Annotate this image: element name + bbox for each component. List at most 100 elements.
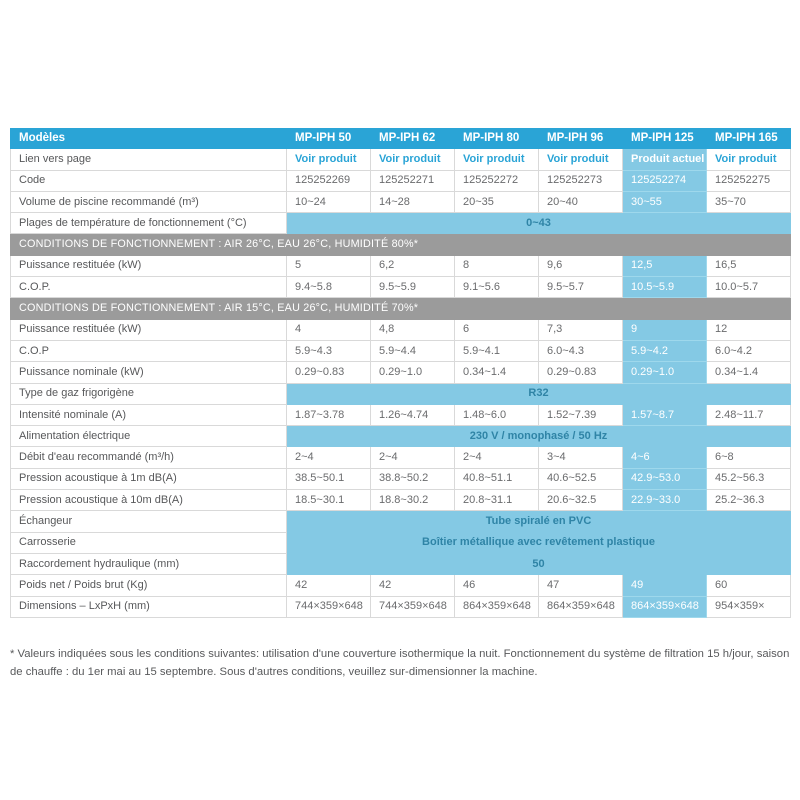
current-product-label: Produit actuel [631, 152, 705, 165]
spec-value-cell: 2~4 [287, 447, 371, 469]
product-link-cell[interactable]: Voir produit [287, 149, 371, 171]
spec-value-cell: 0.29~1.0 [371, 362, 455, 384]
product-link-cell[interactable]: Voir produit [371, 149, 455, 171]
spec-value-cell: 6,2 [371, 255, 455, 278]
product-link-cell[interactable]: Voir produit [707, 149, 791, 171]
spec-value-cell: 2.48~11.7 [707, 404, 791, 427]
spec-value-cell: 20.8~31.1 [455, 490, 539, 512]
spec-value-cell: 4,8 [371, 319, 455, 341]
table-row: C.O.P 5.9~4.3 5.9~4.4 5.9~4.1 6.0~4.3 5.9~4.2… [10, 340, 791, 363]
table-row: Pression acoustique à 1m dB(A) 38.5~50.1 3… [10, 468, 791, 491]
spec-value-cell: 4~6 [623, 447, 707, 469]
spec-value-cell: 42.9~53.0 [623, 468, 707, 491]
spec-value-cell: 9,6 [539, 255, 623, 278]
table-row: Puissance restituée (kW) 5 6,2 8 9,6 12,5 16,5 [10, 255, 791, 278]
table-row: Pression acoustique à 10m dB(A) 18.5~30.1… [10, 490, 791, 512]
corner-header-modeles: Modèles [10, 128, 287, 150]
spec-value-cell: 864×359×648 [623, 596, 707, 618]
model-header-row: Modèles MP-IPH 50 MP-IPH 62 MP-IPH 80 MP-IPH… [10, 128, 791, 150]
spec-value-cell: 5 [287, 255, 371, 278]
spec-value-cell: 125252273 [539, 170, 623, 192]
model-header: MP-IPH 50 [287, 128, 371, 150]
spec-value-cell: 3~4 [539, 447, 623, 469]
spec-value-cell: 9.5~5.7 [539, 277, 623, 299]
spec-value-cell: 125252272 [455, 170, 539, 192]
spec-value-cell: 6 [455, 319, 539, 341]
table-row: Type de gaz frigorigène R32 [10, 383, 791, 405]
row-label: Pression acoustique à 10m dB(A) [10, 490, 287, 512]
spec-value-cell: 0.29~0.83 [287, 362, 371, 384]
model-header: MP-IPH 165 [707, 128, 791, 150]
spec-value-cell: 10.5~5.9 [623, 277, 707, 299]
row-label: Volume de piscine recommandé (m³) [10, 191, 287, 214]
table-row: Débit d'eau recommandé (m³/h) 2~4 2~4 2~4 3~… [10, 447, 791, 469]
spec-value-cell: 2~4 [371, 447, 455, 469]
product-link[interactable]: Voir produit [295, 152, 357, 165]
spec-value-cell: 1.57~8.7 [623, 404, 707, 427]
row-label: Poids net / Poids brut (Kg) [10, 575, 287, 597]
spec-value-cell: 9.4~5.8 [287, 277, 371, 299]
spec-value-cell: 42 [287, 575, 371, 597]
table-row: Alimentation électrique 230 V / monophasé… [10, 426, 791, 448]
span-value-cell: Boîtier métallique avec revêtement plast… [287, 532, 791, 554]
table-row: CONDITIONS DE FONCTIONNEMENT : AIR 26°C,… [10, 234, 791, 256]
spec-value-cell: 125252271 [371, 170, 455, 192]
table-row: Échangeur Tube spiralé en PVC [10, 511, 791, 533]
span-value-cell: R32 [287, 383, 791, 405]
spec-value-cell: 20~35 [455, 191, 539, 214]
row-label: Lien vers page [10, 149, 287, 171]
spec-value-cell: 744×359×648 [371, 596, 455, 618]
spec-value-cell: 954×359× [707, 596, 791, 618]
spec-value-cell: 6.0~4.2 [707, 340, 791, 363]
product-link[interactable]: Voir produit [715, 152, 777, 165]
spec-value-cell: 0.34~1.4 [707, 362, 791, 384]
spec-value-cell: 60 [707, 575, 791, 597]
spec-value-cell: 45.2~56.3 [707, 468, 791, 491]
spec-value-cell: 38.8~50.2 [371, 468, 455, 491]
spec-value-cell: 1.52~7.39 [539, 404, 623, 427]
row-label: Dimensions – LxPxH (mm) [10, 596, 287, 618]
spec-value-cell: 46 [455, 575, 539, 597]
spec-value-cell: 125252274 [623, 170, 707, 192]
current-product-cell: Produit actuel [623, 149, 707, 171]
spec-value-cell: 35~70 [707, 191, 791, 214]
row-label: Puissance restituée (kW) [10, 255, 287, 278]
model-header: MP-IPH 125 [623, 128, 707, 150]
row-label: Débit d'eau recommandé (m³/h) [10, 447, 287, 469]
spec-value-cell: 0.34~1.4 [455, 362, 539, 384]
table-row: Volume de piscine recommandé (m³) 10~24 14… [10, 191, 791, 214]
spec-value-cell: 42 [371, 575, 455, 597]
spec-value-cell: 22.9~33.0 [623, 490, 707, 512]
spec-value-cell: 10~24 [287, 191, 371, 214]
product-link[interactable]: Voir produit [379, 152, 441, 165]
spec-value-cell: 4 [287, 319, 371, 341]
model-header: MP-IPH 80 [455, 128, 539, 150]
spec-value-cell: 47 [539, 575, 623, 597]
spec-value-cell: 12,5 [623, 255, 707, 278]
product-link-cell[interactable]: Voir produit [455, 149, 539, 171]
table-row: Lien vers page Voir produit Voir produit Vo… [10, 149, 791, 171]
table-row: C.O.P. 9.4~5.8 9.5~5.9 9.1~5.6 9.5~5.7 10.5~5… [10, 277, 791, 299]
spec-value-cell: 864×359×648 [539, 596, 623, 618]
spec-value-cell: 12 [707, 319, 791, 341]
product-link-cell[interactable]: Voir produit [539, 149, 623, 171]
spec-value-cell: 744×359×648 [287, 596, 371, 618]
spec-value-cell: 49 [623, 575, 707, 597]
spec-value-cell: 18.8~30.2 [371, 490, 455, 512]
section-header: CONDITIONS DE FONCTIONNEMENT : AIR 15°C,… [10, 298, 791, 320]
spec-value-cell: 125252269 [287, 170, 371, 192]
spec-value-cell: 10.0~5.7 [707, 277, 791, 299]
spec-value-cell: 1.87~3.78 [287, 404, 371, 427]
spec-value-cell: 5.9~4.4 [371, 340, 455, 363]
product-link[interactable]: Voir produit [463, 152, 525, 165]
spec-value-cell: 6.0~4.3 [539, 340, 623, 363]
spec-value-cell: 40.8~51.1 [455, 468, 539, 491]
spec-value-cell: 18.5~30.1 [287, 490, 371, 512]
table-row: Puissance nominale (kW) 0.29~0.83 0.29~1.0… [10, 362, 791, 384]
row-label: Carrosserie [10, 532, 287, 554]
spec-value-cell: 16,5 [707, 255, 791, 278]
span-value-cell: Tube spiralé en PVC [287, 511, 791, 533]
table-row: Intensité nominale (A) 1.87~3.78 1.26~4.74… [10, 404, 791, 427]
product-link[interactable]: Voir produit [547, 152, 609, 165]
